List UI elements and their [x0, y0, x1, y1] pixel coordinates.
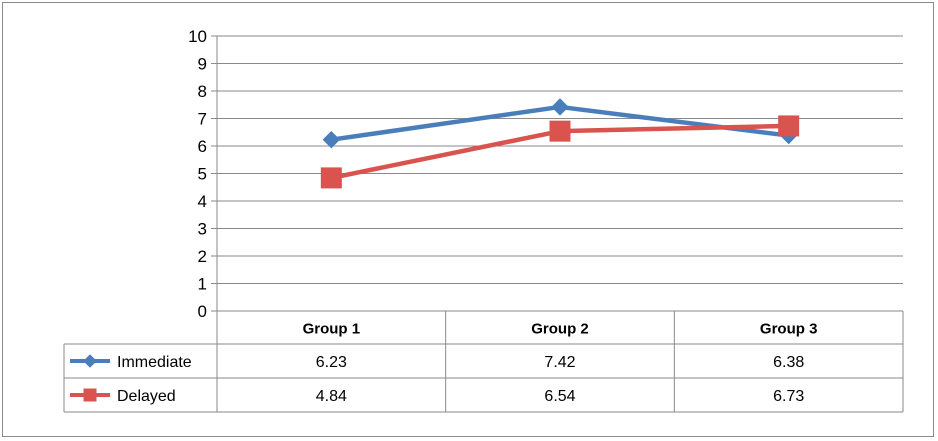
data-label: 7.42 — [544, 354, 575, 371]
diamond-marker — [83, 354, 97, 368]
y-tick-label: 0 — [198, 302, 207, 321]
data-label: 6.38 — [773, 354, 804, 371]
legend-label: Delayed — [117, 388, 176, 405]
series-lines — [320, 98, 800, 189]
legend-label: Immediate — [117, 354, 192, 371]
category-label: Group 1 — [303, 321, 361, 338]
data-table: Group 1 Group 2 Group 3 Immediate 6.23 7.42 6.… — [63, 310, 904, 413]
diamond-marker — [551, 98, 569, 116]
category-label: Group 3 — [760, 321, 818, 338]
y-tick-label: 9 — [198, 55, 207, 74]
y-tick-label: 3 — [198, 220, 207, 239]
y-axis-ticks: 0 1 2 3 4 5 6 7 8 9 10 — [188, 27, 207, 321]
y-tick-label: 8 — [198, 82, 207, 101]
y-tick-label: 2 — [198, 247, 207, 266]
category-label: Group 2 — [531, 321, 589, 338]
square-marker — [778, 115, 800, 137]
diamond-marker — [322, 130, 341, 149]
data-label: 6.23 — [316, 354, 347, 371]
y-tick-label: 5 — [198, 165, 207, 184]
data-label: 6.54 — [544, 388, 575, 405]
square-marker — [549, 120, 571, 142]
y-tick-label: 10 — [188, 27, 207, 46]
gridlines — [211, 35, 903, 312]
square-marker — [320, 167, 342, 189]
data-label: 4.84 — [316, 388, 347, 405]
y-tick-label: 1 — [198, 275, 207, 294]
square-marker — [83, 388, 97, 402]
y-tick-label: 6 — [198, 137, 207, 156]
data-label: 6.73 — [773, 388, 804, 405]
y-tick-label: 4 — [198, 192, 207, 211]
y-tick-label: 7 — [198, 110, 207, 129]
